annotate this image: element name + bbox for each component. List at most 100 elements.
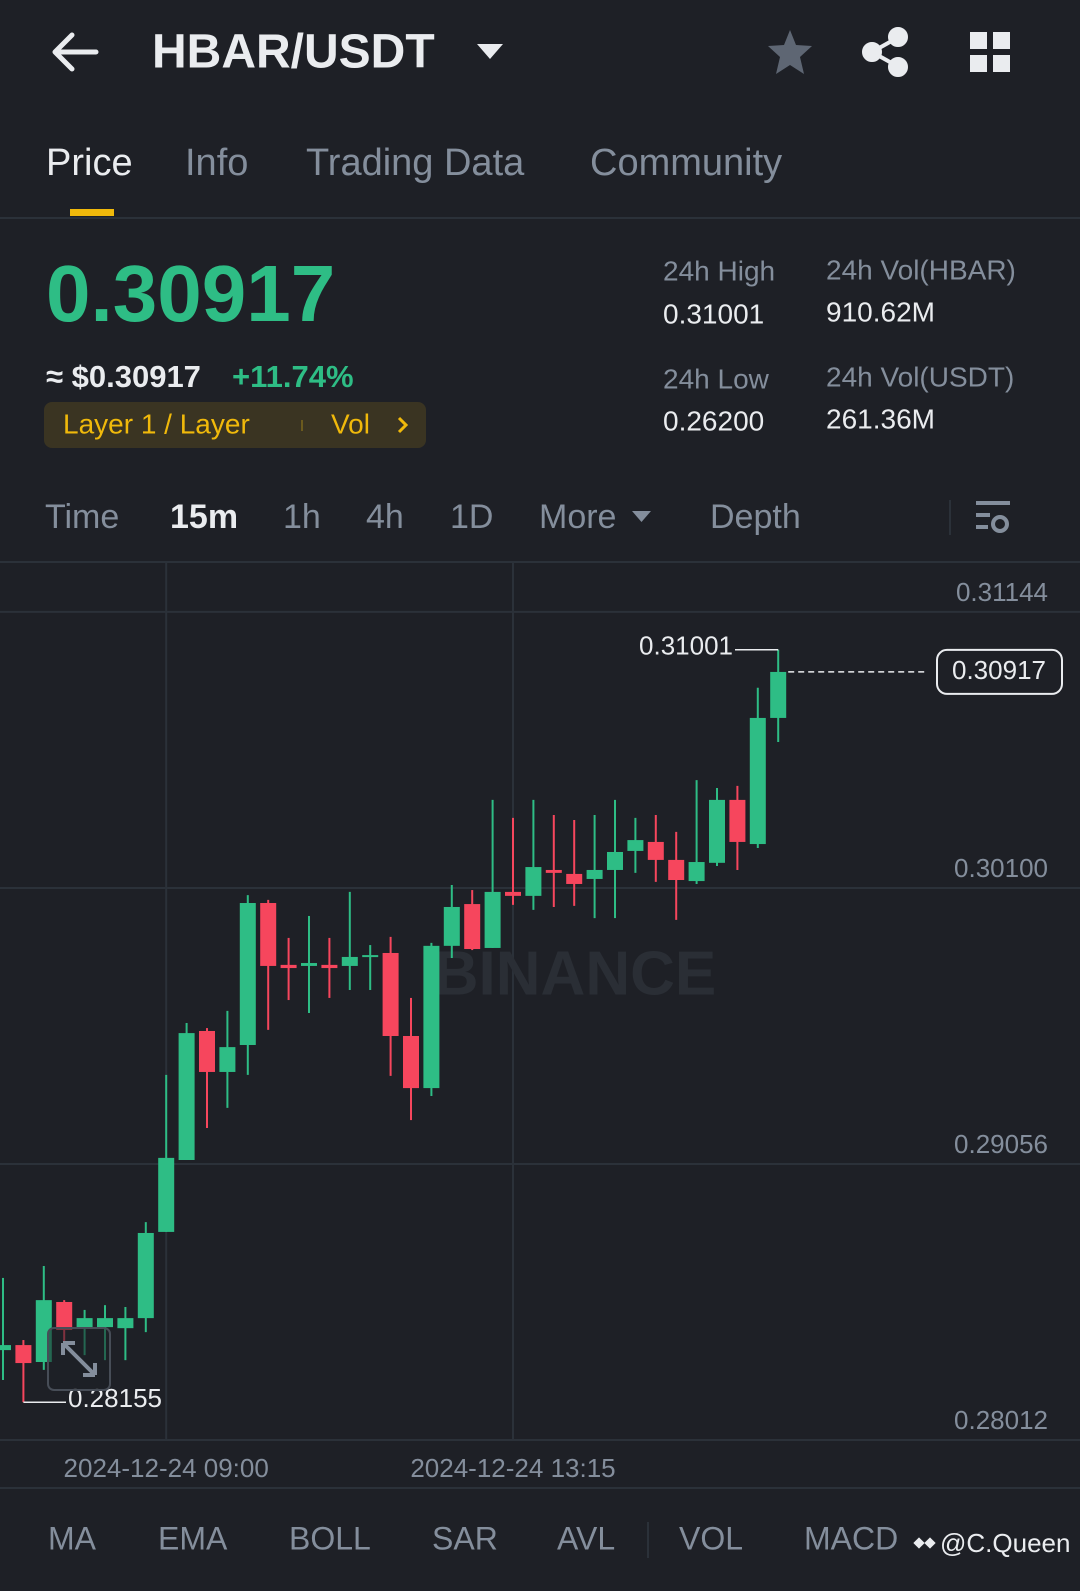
candle-body <box>709 799 725 863</box>
candle-body <box>566 873 583 884</box>
settings-icon[interactable] <box>976 501 1010 533</box>
candle-body <box>117 1318 134 1329</box>
tag[interactable]: Layer 1 / Layer <box>63 408 250 439</box>
interval[interactable]: Depth <box>710 498 801 536</box>
indicator[interactable]: SAR <box>432 1520 498 1556</box>
candle-body <box>647 841 664 860</box>
favorite-icon[interactable] <box>768 30 812 74</box>
indicator[interactable]: EMA <box>158 1520 228 1556</box>
y-tick-label: 0.31144 <box>956 577 1048 607</box>
indicator[interactable]: MACD <box>804 1520 898 1556</box>
stat-label: 24h Vol(HBAR) <box>826 254 1016 285</box>
candle-body <box>280 964 297 969</box>
indicator[interactable]: AVL <box>557 1520 615 1556</box>
last-price-box <box>936 648 1063 695</box>
high-label: 0.31001 <box>639 631 733 661</box>
stat-value: 0.26200 <box>663 405 764 436</box>
candle-body <box>362 955 379 958</box>
stat-value: 261.36M <box>826 403 935 434</box>
share-icon[interactable] <box>862 27 908 77</box>
candle-body <box>607 851 623 870</box>
candle-body <box>688 862 705 882</box>
stat-value: 0.31001 <box>663 298 764 329</box>
last-price: 0.30917 <box>46 249 335 338</box>
candle-body <box>97 1318 113 1328</box>
tag-extra[interactable]: Vol <box>331 408 370 439</box>
candle-body <box>341 956 358 966</box>
x-tick-label: 2024-12-24 09:00 <box>64 1453 269 1483</box>
candle-body <box>443 906 460 946</box>
usd-price: ≈ $0.30917 <box>46 359 201 394</box>
candle-body <box>301 963 317 966</box>
tab[interactable]: Community <box>590 142 782 184</box>
stat-value: 910.62M <box>826 296 935 327</box>
candle-body <box>158 1157 175 1232</box>
tag-separator <box>301 420 303 431</box>
candle-body <box>668 859 685 881</box>
candle-body <box>0 1345 11 1351</box>
candle-body <box>729 799 746 842</box>
candle-body <box>525 867 542 896</box>
interval[interactable]: 15m <box>170 498 238 536</box>
tab[interactable]: Info <box>185 142 248 184</box>
candle-body <box>484 891 501 948</box>
grid: 0.31144 0.30100 0.29056 0.28012 2024-12-24 0… <box>0 563 1080 1483</box>
candle-body <box>586 869 603 879</box>
expand-button[interactable] <box>47 1327 111 1391</box>
candle-body <box>178 1033 195 1161</box>
candle-body <box>199 1030 215 1072</box>
candle-body <box>15 1345 32 1364</box>
tab-indicator <box>70 209 114 216</box>
candle-body <box>56 1301 73 1331</box>
indicator[interactable]: MA <box>48 1520 97 1556</box>
candle-body <box>627 840 644 851</box>
tab[interactable]: Price <box>46 142 133 184</box>
candle-body <box>219 1047 236 1072</box>
candle-body <box>76 1318 93 1329</box>
credit: @C.Queen <box>940 1528 1070 1558</box>
candle-body <box>423 945 440 1089</box>
credit-logo <box>913 1537 936 1549</box>
candle-body <box>403 1036 419 1089</box>
interval[interactable]: Time <box>45 498 119 536</box>
pair-title[interactable]: HBAR/USDT <box>152 26 435 79</box>
interval[interactable]: 1D <box>450 498 493 536</box>
tab[interactable]: Trading Data <box>306 142 525 184</box>
tag-box[interactable] <box>44 402 426 448</box>
back-button[interactable] <box>52 32 99 72</box>
candle-body <box>545 869 562 873</box>
more-caret <box>632 511 651 522</box>
candle-body <box>260 903 277 966</box>
candle-body <box>464 904 481 950</box>
pair-dropdown[interactable] <box>477 44 503 59</box>
interval[interactable]: 4h <box>366 498 404 536</box>
x-tick-label: 2024-12-24 13:15 <box>410 1453 615 1483</box>
stat-label: 24h High <box>663 255 775 286</box>
last-price-label: 0.30917 <box>952 655 1046 685</box>
y-tick-label: 0.28012 <box>954 1405 1048 1435</box>
candle-body <box>137 1232 154 1319</box>
candle-body <box>382 952 399 1037</box>
price-change: +11.74% <box>232 359 354 394</box>
watermark: BINANCE <box>434 939 716 1008</box>
stat-label: 24h Low <box>663 363 770 394</box>
interval[interactable]: 1h <box>283 498 321 536</box>
indicator[interactable]: BOLL <box>289 1520 371 1556</box>
candle-body <box>749 717 766 845</box>
candle-body <box>505 891 521 896</box>
stat-label: 24h Vol(USDT) <box>826 361 1014 392</box>
candles <box>0 649 787 1403</box>
layout-icon[interactable] <box>970 32 1010 72</box>
candle-body <box>239 903 256 1045</box>
indicator[interactable]: VOL <box>679 1520 743 1556</box>
candle-body <box>770 671 787 718</box>
candle-body <box>321 964 338 969</box>
y-tick-label: 0.30100 <box>954 853 1048 883</box>
interval[interactable]: More <box>539 498 616 536</box>
tag-chevron <box>397 416 409 434</box>
y-tick-label: 0.29056 <box>954 1129 1048 1159</box>
